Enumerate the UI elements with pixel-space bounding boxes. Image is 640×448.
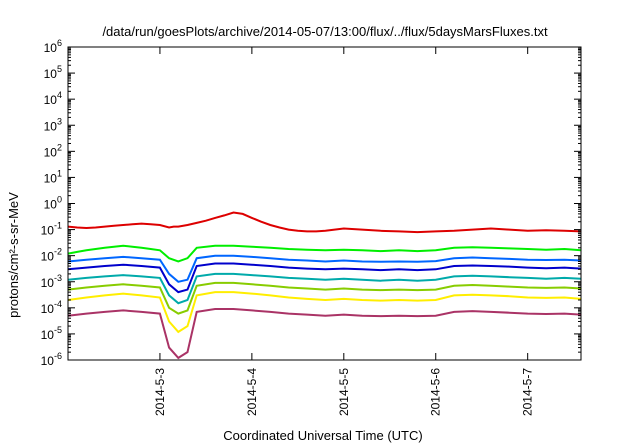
y-tick-label: 101 [44,168,62,185]
y-tick-label: 102 [44,142,62,159]
series-line-3 [67,262,582,294]
y-tick-label: 103 [44,116,62,133]
x-tick-label: 2014-5-5 [337,368,351,416]
y-tick-label: 10-6 [41,351,62,368]
series-line-4 [67,272,582,305]
x-tick-label: 2014-5-7 [521,368,535,416]
series-line-0 [67,211,582,234]
y-tick-label: 10-2 [41,247,62,264]
x-axis: 2014-5-3 2014-5-4 2014-5-5 2014-5-6 2014-5-7 [153,47,535,416]
y-tick-label: 106 [44,38,62,55]
series-layer [67,211,582,360]
y-tick-label: 105 [44,64,62,81]
y-tick-label: 10-3 [41,273,62,290]
x-tick-label: 2014-5-6 [429,368,443,416]
series-line-5 [67,281,582,315]
y-tick-label: 10-5 [41,325,62,342]
y-tick-label: 10-4 [41,299,62,316]
series-line-1 [67,244,582,263]
y-tick-label: 100 [44,195,62,212]
series-line-2 [67,254,582,283]
x-tick-label: 2014-5-4 [245,368,259,416]
series-line-7 [67,308,582,360]
series-line-6 [67,291,582,334]
y-tick-label: 10-1 [41,221,62,238]
x-tick-label: 2014-5-3 [153,368,167,416]
x-axis-label: Coordinated Universal Time (UTC) [223,428,422,443]
y-tick-label: 104 [44,90,62,107]
y-axis: 10-6 10-5 10-4 10-3 10-2 10-1 100 101 102 103 104 1… [41,38,581,368]
y-axis-label: protons/cm²-s-sr-MeV [6,192,21,318]
chart-title: /data/run/goesPlots/archive/2014-05-07/1… [102,24,548,39]
